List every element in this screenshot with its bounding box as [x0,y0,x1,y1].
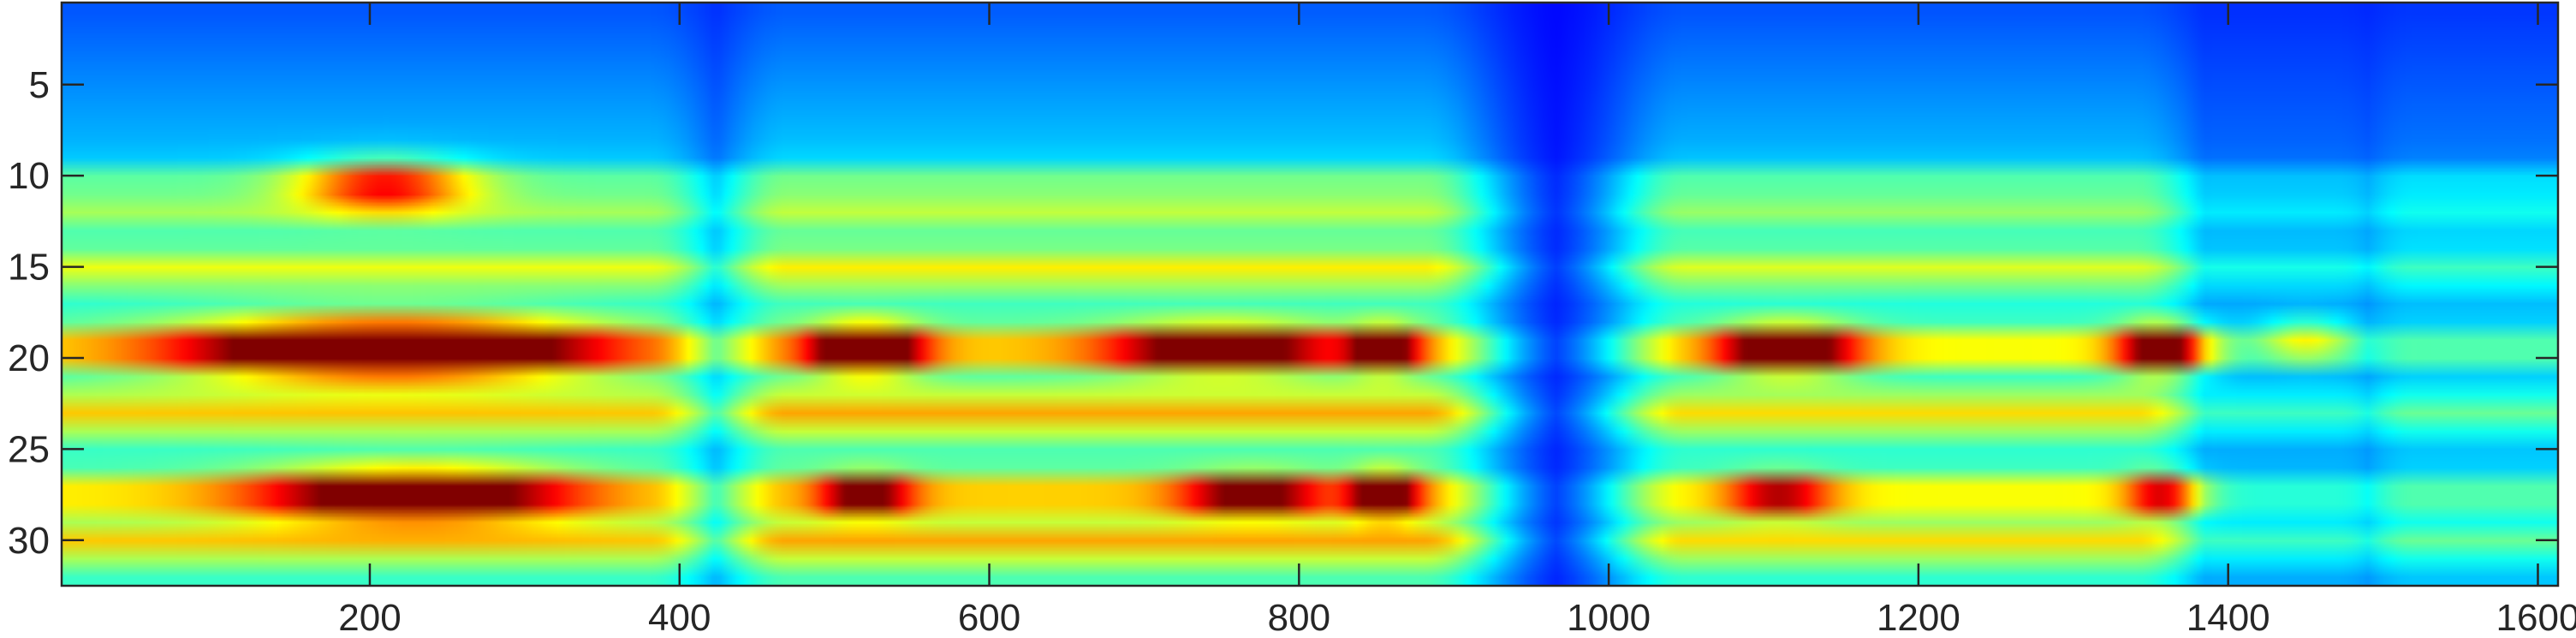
y-axis: 5 10 15 20 25 30 [8,64,2558,562]
y-tick-label: 10 [8,155,50,197]
x-tick-label: 1200 [1877,597,1960,638]
y-tick-label: 25 [8,428,50,470]
x-axis: 200 400 600 800 1000 1200 1400 1600 [338,3,2576,638]
x-tick-label: 800 [1268,597,1330,638]
x-tick-label: 1000 [1567,597,1651,638]
x-tick-label: 200 [338,597,401,638]
heatmap-image [62,3,2558,586]
plot-area [62,3,2558,586]
axes-box [60,1,2560,587]
y-tick-label: 20 [8,337,50,379]
y-tick-label: 15 [8,247,50,289]
x-tick-label: 1600 [2496,597,2576,638]
y-tick-label: 30 [8,520,50,562]
x-tick-label: 600 [958,597,1020,638]
x-tick-label: 1400 [2186,597,2270,638]
y-tick-label: 5 [29,64,50,106]
x-tick-label: 400 [648,597,711,638]
